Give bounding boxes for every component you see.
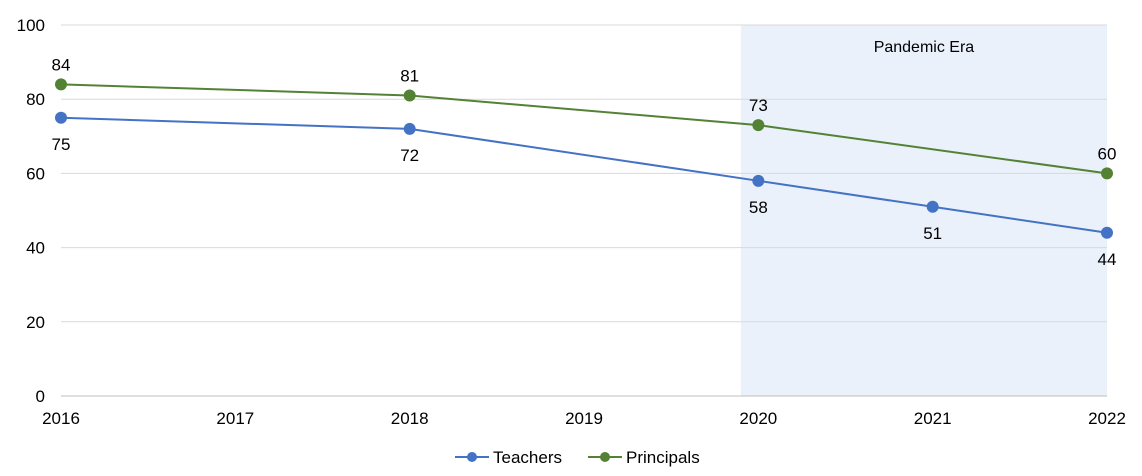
data-point-teachers <box>403 122 416 135</box>
annotation-group: Pandemic Era <box>874 39 975 56</box>
legend-marker-teachers <box>467 452 477 462</box>
y-tick-label: 80 <box>26 90 45 109</box>
data-labels-group: 75 72 58 51 44 84 81 73 60 <box>52 55 1117 268</box>
data-label-teachers: 44 <box>1098 250 1117 269</box>
data-label-teachers: 51 <box>923 224 942 243</box>
x-tick-label: 2017 <box>216 409 254 428</box>
legend-label-teachers: Teachers <box>493 448 562 467</box>
pandemic-era-shading <box>740 25 1107 396</box>
x-tick-label: 2016 <box>42 409 80 428</box>
data-label-principals: 73 <box>749 96 768 115</box>
legend: Teachers Principals <box>455 448 700 467</box>
data-label-principals: 81 <box>400 66 419 85</box>
y-tick-label: 0 <box>36 387 45 406</box>
x-tick-label: 2018 <box>391 409 429 428</box>
series-line-principals <box>60 83 1108 175</box>
y-tick-label: 100 <box>17 16 45 35</box>
y-tick-label: 40 <box>26 239 45 258</box>
pandemic-era-label: Pandemic Era <box>874 39 975 56</box>
data-label-teachers: 75 <box>52 135 71 154</box>
y-tick-label: 20 <box>26 313 45 332</box>
data-label-teachers: 58 <box>749 198 768 217</box>
x-tick-label: 2020 <box>739 409 777 428</box>
x-tick-label: 2021 <box>914 409 952 428</box>
x-tick-label: 2019 <box>565 409 603 428</box>
data-point-principals <box>403 89 416 102</box>
legend-marker-principals <box>600 452 610 462</box>
data-label-teachers: 72 <box>400 146 419 165</box>
x-tick-label: 2022 <box>1088 409 1126 428</box>
shaded-region-group <box>740 25 1107 396</box>
data-label-principals: 84 <box>52 55 71 74</box>
data-point-teachers <box>926 200 939 213</box>
data-point-principals <box>752 119 765 132</box>
data-point-principals <box>55 78 67 91</box>
data-point-principals <box>1101 167 1113 180</box>
gridlines-group <box>61 24 1107 323</box>
data-point-teachers <box>1101 226 1113 239</box>
y-tick-label: 60 <box>26 164 45 183</box>
x-tick-labels-group: 2016 2017 2018 2019 2020 2021 2022 <box>42 409 1126 428</box>
data-label-principals: 60 <box>1098 144 1117 163</box>
data-point-teachers <box>55 111 67 124</box>
y-tick-labels-group: 0 20 40 60 80 100 <box>17 16 45 406</box>
data-point-teachers <box>752 174 765 187</box>
legend-label-principals: Principals <box>626 448 700 467</box>
series-group <box>55 78 1113 239</box>
